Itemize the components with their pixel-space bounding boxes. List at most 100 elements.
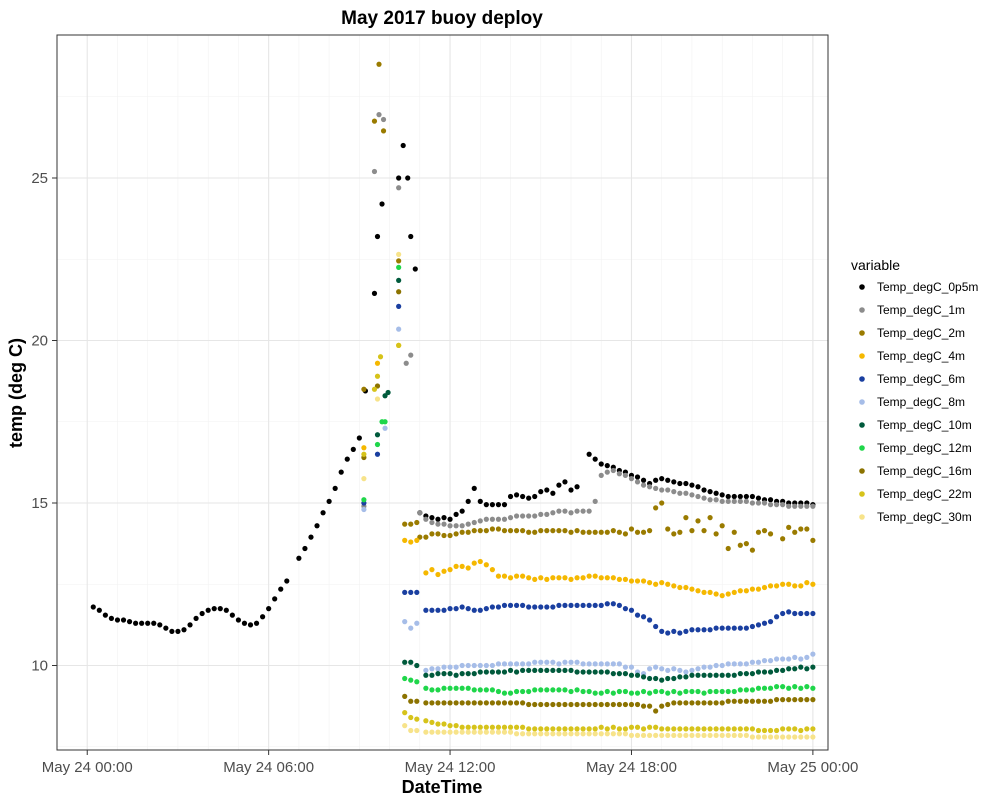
data-point — [780, 610, 786, 617]
data-point — [749, 671, 756, 677]
data-point — [538, 731, 544, 737]
data-point — [774, 656, 780, 662]
data-point — [701, 700, 707, 706]
data-point — [441, 685, 447, 691]
data-point — [580, 529, 586, 535]
data-point — [810, 651, 816, 657]
data-point — [586, 726, 592, 732]
data-point — [586, 701, 592, 708]
data-point — [441, 729, 447, 735]
data-point — [489, 700, 495, 706]
data-point — [489, 687, 495, 693]
data-point — [361, 451, 367, 457]
series-Temp_degC_16m — [361, 289, 816, 714]
data-point — [792, 529, 798, 535]
data-point — [761, 685, 768, 691]
data-point — [798, 697, 804, 703]
data-point — [447, 523, 453, 529]
legend-label: Temp_degC_10m — [877, 418, 972, 432]
data-point — [483, 516, 489, 522]
data-point — [665, 581, 671, 587]
data-point — [495, 661, 502, 667]
data-point — [713, 497, 719, 503]
data-point — [610, 724, 616, 730]
data-point — [562, 701, 568, 708]
data-point — [695, 666, 701, 672]
data-point — [361, 497, 367, 503]
data-point — [610, 601, 616, 607]
data-point — [725, 493, 731, 500]
data-point — [737, 493, 743, 500]
data-point — [683, 584, 689, 591]
data-point — [489, 502, 495, 508]
data-point — [495, 502, 502, 508]
data-point — [755, 669, 762, 675]
data-point — [447, 723, 453, 729]
data-point — [640, 726, 647, 732]
data-point — [622, 701, 629, 708]
data-point — [592, 456, 598, 462]
data-point — [568, 510, 574, 516]
data-point — [731, 529, 737, 535]
data-point — [520, 688, 526, 695]
data-point — [417, 510, 423, 516]
data-point — [465, 671, 471, 677]
data-point — [586, 669, 592, 675]
data-point — [647, 703, 653, 709]
data-point — [701, 672, 707, 678]
data-point — [659, 580, 665, 586]
data-point — [598, 472, 604, 478]
data-point — [408, 539, 414, 545]
data-point — [483, 606, 489, 612]
data-point — [495, 516, 502, 522]
data-point — [755, 622, 762, 628]
y-axis-title: temp (deg C) — [6, 338, 26, 448]
data-point — [689, 482, 695, 488]
data-point — [459, 700, 465, 706]
data-point — [604, 726, 610, 732]
data-point — [767, 658, 774, 664]
data-point — [447, 532, 453, 539]
data-point — [701, 664, 707, 670]
data-point — [761, 620, 768, 626]
legend-key — [859, 376, 865, 382]
data-point — [396, 264, 402, 270]
data-point — [755, 727, 762, 734]
data-point — [604, 575, 610, 581]
data-point — [429, 719, 435, 725]
data-point — [695, 688, 701, 695]
data-point — [465, 685, 471, 691]
data-point — [647, 724, 653, 730]
data-point — [804, 684, 810, 690]
data-point — [592, 731, 598, 737]
data-point — [507, 661, 514, 667]
data-point — [592, 573, 598, 579]
data-point — [538, 528, 544, 534]
data-point — [659, 732, 665, 738]
data-point — [453, 700, 459, 706]
data-point — [556, 528, 562, 534]
data-point — [707, 726, 713, 732]
data-point — [308, 534, 314, 540]
data-point — [513, 602, 520, 608]
legend-label: Temp_degC_22m — [877, 487, 972, 501]
data-point — [786, 697, 792, 703]
data-point — [412, 266, 418, 272]
data-point — [774, 734, 780, 740]
data-point — [707, 664, 713, 670]
data-point — [574, 602, 580, 608]
data-point — [780, 667, 786, 673]
data-point — [414, 589, 420, 595]
data-point — [532, 687, 538, 693]
data-point — [749, 500, 756, 506]
data-point — [707, 497, 713, 503]
data-point — [408, 714, 414, 721]
data-point — [489, 724, 495, 730]
data-point — [707, 627, 713, 633]
data-point — [701, 487, 707, 493]
data-point — [556, 731, 562, 737]
data-point — [610, 661, 616, 667]
data-point — [477, 729, 483, 735]
data-point — [725, 625, 731, 631]
